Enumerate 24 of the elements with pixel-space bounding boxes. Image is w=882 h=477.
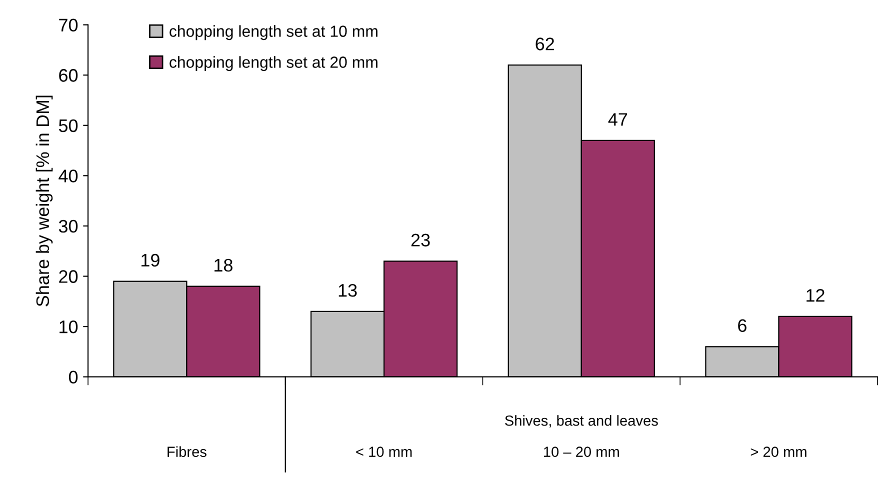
y-tick-label: 10 (60, 320, 78, 334)
data-label: 18 (214, 258, 232, 272)
data-label: 23 (411, 234, 430, 246)
y-tick-label: 50 (58, 119, 78, 132)
data-label: 47 (608, 113, 628, 126)
legend-label: chopping length set at 20 mm (170, 56, 378, 72)
y-tick-label: 70 (59, 18, 78, 32)
data-label: 13 (338, 284, 357, 297)
y-tick-label: 20 (59, 270, 78, 283)
legend-label: chopping length set at 10 mm (170, 25, 378, 40)
y-tick-label: 60 (59, 69, 78, 82)
data-label: 6 (738, 319, 746, 332)
y-tick-label: 0 (68, 370, 78, 384)
text: Shives, bast and leaves (505, 415, 658, 428)
y-tick-label: 30 (58, 220, 78, 233)
x-tick-label: Fibres (168, 446, 206, 457)
data-label: 12 (806, 289, 824, 302)
x-tick-label: > 20 mm (750, 446, 806, 457)
y-axis-title: Share by weight [% in DM] (36, 96, 53, 306)
x-tick-label: 10 – 20 mm (544, 446, 619, 457)
y-tick-label: 40 (58, 170, 78, 182)
x-tick-label: < 10 mm (356, 446, 412, 457)
data-label: 19 (142, 254, 160, 267)
data-label: 62 (536, 38, 554, 50)
